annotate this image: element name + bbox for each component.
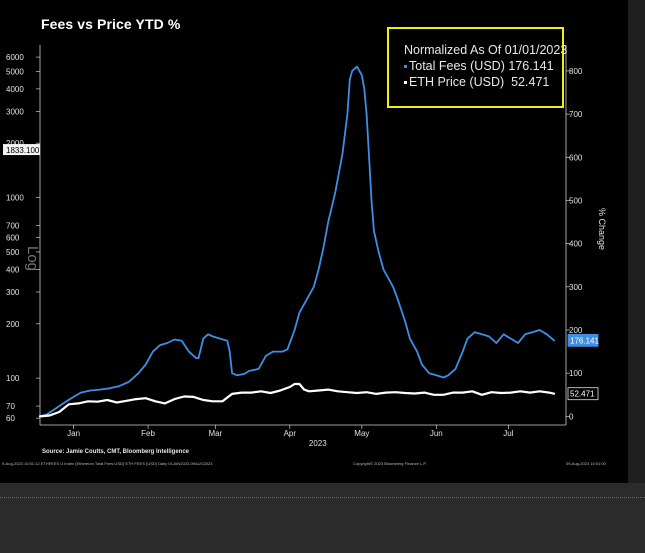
- series-line-total-fees: [39, 65, 555, 418]
- right-tick-label: 500: [569, 196, 583, 205]
- left-highlight-label: 1833.100: [6, 146, 40, 155]
- x-tick-label: Apr: [284, 429, 297, 438]
- chart-title: Fees vs Price YTD %: [41, 16, 181, 32]
- legend-value-fees: 176.141: [508, 59, 554, 73]
- legend-label-fees: Total Fees (USD): [409, 59, 505, 73]
- left-tick-label: 100: [6, 374, 20, 383]
- left-tick-label: 2000: [6, 139, 24, 148]
- right-tick-label: 0: [569, 412, 574, 421]
- footer-left-meta: 9-Aug-2023 10:01:12 ETHFEES U Index (Eth…: [2, 461, 213, 466]
- legend-title: Normalized As Of 01/01/2023: [404, 43, 568, 57]
- right-axis-title: % Change: [597, 208, 607, 250]
- footer-right-meta: 09-Aug-2023 10:01:00: [566, 461, 606, 466]
- x-tick-label: Mar: [208, 429, 222, 438]
- x-axis-title: 2023: [309, 439, 327, 448]
- left-tick-label: 500: [6, 248, 20, 257]
- legend-item-total-fees: Total Fees (USD) 176.141: [404, 58, 562, 74]
- dotted-separator: [0, 497, 645, 498]
- x-tick-label: Jul: [503, 429, 513, 438]
- last-value-box-eth: [567, 387, 599, 401]
- left-tick-label: 3000: [6, 107, 24, 116]
- left-tick-label: 600: [6, 234, 20, 243]
- last-value-label-fees: 176.141: [570, 336, 599, 345]
- right-tick-label: 300: [569, 283, 583, 292]
- x-tick-label: Jan: [67, 429, 80, 438]
- legend-item-eth-price: ETH Price (USD) 52.471: [404, 74, 562, 90]
- footer-copyright: Copyright© 2023 Bloomberg Finance L.P.: [353, 461, 427, 466]
- last-value-label-eth: 52.471: [570, 390, 595, 399]
- scroll-strip: [628, 0, 645, 483]
- right-tick-label: 700: [569, 110, 583, 119]
- right-tick-label: 600: [569, 153, 583, 162]
- x-tick-label: Feb: [141, 429, 155, 438]
- left-tick-label: 60: [6, 414, 15, 423]
- left-tick-label: 700: [6, 222, 20, 231]
- x-tick-label: Jun: [430, 429, 443, 438]
- right-tick-label: 200: [569, 326, 583, 335]
- legend-swatch-fees: [404, 65, 407, 69]
- left-tick-label: 5000: [6, 67, 24, 76]
- left-highlight-box: [3, 144, 40, 156]
- left-axis-title: Log: [24, 246, 41, 271]
- legend-value-eth: 52.471: [511, 75, 550, 89]
- empty-area: [0, 498, 645, 553]
- source-note: Source: Jamie Coutts, CMT, Bloomberg Int…: [42, 449, 190, 455]
- series-line-eth-price: [38, 382, 556, 418]
- x-tick-label: May: [354, 429, 369, 438]
- left-tick-label: 6000: [6, 53, 24, 62]
- legend-swatch-eth: [404, 81, 407, 85]
- last-value-box-fees: [567, 333, 599, 347]
- chart-svg: 6000500040003000200010007006005004003002…: [3, 45, 607, 448]
- right-tick-label: 400: [569, 240, 583, 249]
- right-tick-label: 800: [569, 67, 583, 76]
- left-tick-label: 300: [6, 288, 20, 297]
- left-tick-label: 4000: [6, 85, 24, 94]
- left-tick-label: 400: [6, 265, 20, 274]
- legend: Normalized As Of 01/01/2023 Total Fees (…: [387, 27, 568, 108]
- left-tick-label: 200: [6, 320, 20, 329]
- left-tick-label: 1000: [6, 194, 24, 203]
- legend-label-eth: ETH Price (USD): [409, 75, 505, 89]
- right-tick-label: 100: [569, 369, 583, 378]
- left-tick-label: 70: [6, 402, 15, 411]
